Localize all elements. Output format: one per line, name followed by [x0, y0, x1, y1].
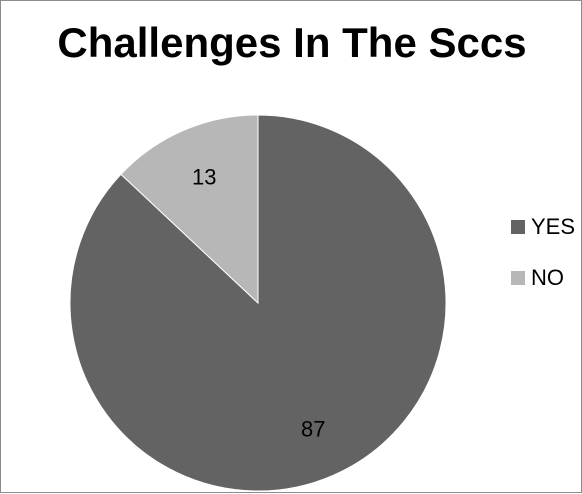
legend-label-yes: YES	[531, 214, 576, 239]
pie-slice-no	[120, 114, 259, 305]
legend-label-no: NO	[531, 265, 564, 290]
data-label-no: 13	[192, 165, 216, 190]
chart-title: Challenges In The Sccs	[57, 19, 527, 66]
legend-swatch-no	[511, 271, 525, 285]
legend-item-yes: YES	[511, 214, 576, 239]
data-label-yes: 87	[301, 416, 325, 441]
chart-legend: YES NO	[511, 214, 576, 317]
legend-swatch-yes	[511, 220, 525, 234]
legend-item-no: NO	[511, 265, 575, 290]
